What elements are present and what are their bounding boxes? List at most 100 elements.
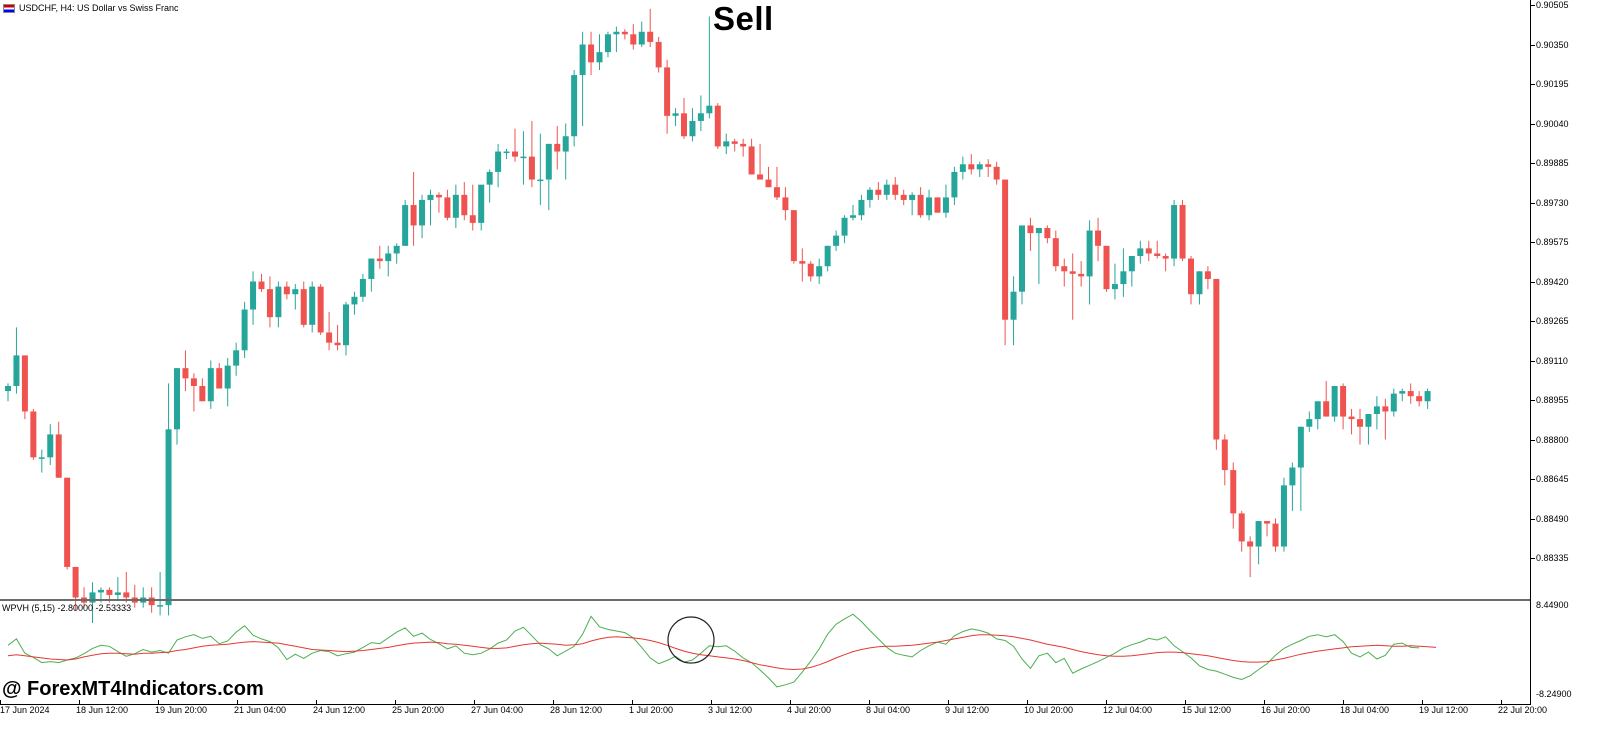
candle[interactable] — [1162, 253, 1169, 272]
candle[interactable] — [410, 171, 417, 246]
candle[interactable] — [816, 258, 823, 285]
candle[interactable] — [1044, 225, 1051, 244]
candle[interactable] — [1314, 401, 1321, 430]
candle[interactable] — [469, 184, 476, 231]
candle[interactable] — [478, 184, 485, 231]
candle[interactable] — [1264, 521, 1271, 537]
candle[interactable] — [359, 273, 366, 302]
candle[interactable] — [1061, 258, 1068, 287]
candle[interactable] — [224, 357, 231, 407]
candle[interactable] — [1230, 462, 1237, 529]
candle[interactable] — [765, 166, 772, 188]
candle[interactable] — [241, 301, 248, 358]
candle[interactable] — [1078, 261, 1085, 287]
main-price-chart[interactable]: USDCHF, H4: US Dollar vs Swiss Franc Sel… — [0, 0, 1600, 600]
candle[interactable] — [824, 245, 831, 272]
candle[interactable] — [275, 281, 282, 328]
candle[interactable] — [1069, 253, 1076, 320]
candle[interactable] — [351, 291, 358, 315]
candle[interactable] — [672, 108, 679, 127]
candle[interactable] — [131, 584, 138, 608]
candle[interactable] — [1247, 536, 1254, 578]
candle[interactable] — [985, 159, 992, 178]
candle[interactable] — [1297, 426, 1304, 511]
candle[interactable] — [157, 572, 164, 616]
candle[interactable] — [968, 154, 975, 175]
candle[interactable] — [1255, 521, 1262, 565]
candle[interactable] — [604, 31, 611, 58]
candle[interactable] — [757, 143, 764, 180]
candle[interactable] — [942, 184, 949, 218]
candle[interactable] — [909, 192, 916, 216]
candle[interactable] — [1120, 248, 1127, 297]
candle[interactable] — [1010, 276, 1017, 346]
candle[interactable] — [926, 189, 933, 221]
candle[interactable] — [72, 566, 79, 611]
candle[interactable] — [1019, 225, 1025, 305]
candle[interactable] — [681, 98, 687, 139]
candle[interactable] — [300, 281, 307, 328]
candle[interactable] — [452, 184, 459, 228]
candle[interactable] — [38, 449, 45, 473]
candle[interactable] — [1348, 408, 1355, 435]
candle[interactable] — [444, 189, 451, 221]
candle[interactable] — [1289, 462, 1296, 511]
candle[interactable] — [1027, 217, 1034, 251]
candle[interactable] — [1272, 518, 1279, 552]
candle[interactable] — [740, 138, 747, 157]
candle[interactable] — [630, 24, 637, 50]
candle[interactable] — [833, 230, 840, 251]
candle[interactable] — [376, 245, 383, 269]
candle[interactable] — [1179, 199, 1186, 262]
candle[interactable] — [917, 187, 924, 218]
candle[interactable] — [706, 16, 713, 119]
candle[interactable] — [1002, 179, 1009, 346]
candle[interactable] — [1221, 434, 1228, 486]
candle[interactable] — [621, 29, 628, 40]
candle[interactable] — [250, 271, 257, 325]
candle[interactable] — [748, 138, 755, 175]
candle[interactable] — [47, 424, 54, 465]
candle[interactable] — [140, 587, 147, 608]
candle[interactable] — [5, 383, 11, 402]
candle[interactable] — [1213, 278, 1220, 450]
candle[interactable] — [190, 373, 197, 412]
candle[interactable] — [875, 182, 882, 200]
candle[interactable] — [1145, 240, 1152, 262]
candle[interactable] — [1095, 217, 1102, 262]
candle[interactable] — [773, 166, 780, 200]
candle[interactable] — [1382, 398, 1389, 440]
candle[interactable] — [486, 169, 493, 203]
candle[interactable] — [174, 368, 180, 445]
candle[interactable] — [520, 131, 527, 185]
candle[interactable] — [1204, 266, 1211, 290]
candle[interactable] — [1154, 240, 1161, 259]
candle[interactable] — [435, 192, 442, 213]
candle[interactable] — [1365, 414, 1372, 445]
candle[interactable] — [207, 360, 214, 409]
candle[interactable] — [900, 189, 907, 206]
candle[interactable] — [326, 312, 333, 351]
candle[interactable] — [368, 258, 375, 292]
candle[interactable] — [334, 324, 341, 351]
candle[interactable] — [883, 179, 890, 200]
candle[interactable] — [1171, 199, 1178, 267]
candle[interactable] — [114, 577, 121, 601]
candle[interactable] — [841, 215, 848, 244]
candle[interactable] — [402, 199, 409, 246]
candle[interactable] — [993, 161, 1000, 185]
candle[interactable] — [1323, 380, 1330, 417]
candle[interactable] — [638, 21, 645, 48]
candle[interactable] — [1373, 396, 1380, 430]
candle[interactable] — [283, 281, 290, 300]
candle[interactable] — [258, 273, 265, 292]
candle[interactable] — [216, 363, 223, 389]
candle[interactable] — [182, 350, 189, 392]
candle[interactable] — [1331, 385, 1338, 422]
candle[interactable] — [1424, 388, 1431, 409]
candle[interactable] — [1086, 220, 1093, 305]
candle[interactable] — [976, 161, 983, 178]
candle[interactable] — [959, 156, 966, 180]
candle[interactable] — [1399, 388, 1406, 402]
candle[interactable] — [790, 210, 797, 264]
